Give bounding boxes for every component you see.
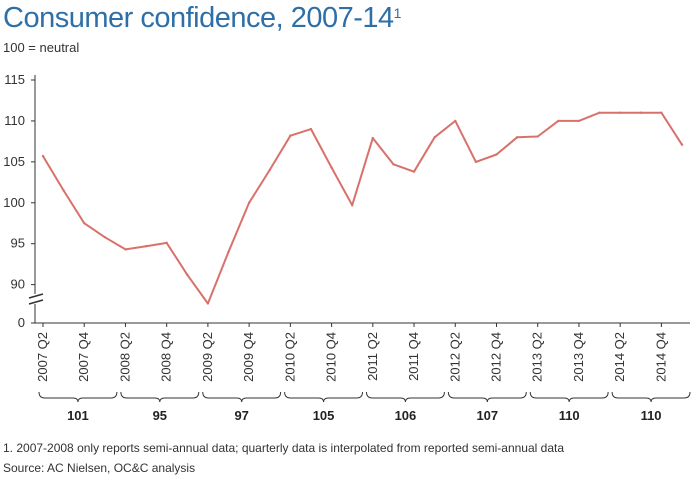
x-tick-label: 2007 Q2 <box>35 332 50 382</box>
data-point <box>495 153 498 156</box>
year-brace-2014 <box>611 391 691 403</box>
data-point <box>62 189 65 192</box>
x-tick-label: 2013 Q4 <box>571 332 586 382</box>
series-line <box>42 111 683 305</box>
x-tick-label: 2007 Q4 <box>76 332 91 382</box>
annual-value-2014: 110 <box>641 408 662 423</box>
y-tick-label: 110 <box>4 113 25 128</box>
axis-break-mark <box>28 293 44 299</box>
annual-value-2008: 95 <box>153 408 167 423</box>
data-point <box>680 143 684 146</box>
data-point <box>330 166 333 169</box>
data-point <box>536 135 539 138</box>
annual-value-2007: 101 <box>67 408 89 423</box>
annual-value-2012: 107 <box>476 408 498 423</box>
data-point <box>268 168 271 172</box>
y-tick-label: 0 <box>18 315 25 330</box>
data-point <box>186 273 189 277</box>
x-tick-label: 2012 Q2 <box>447 332 462 382</box>
data-point <box>206 302 210 305</box>
x-tick-label: 2011 Q2 <box>365 332 380 381</box>
data-point <box>433 136 436 139</box>
annual-value-2010: 105 <box>313 408 335 423</box>
data-point <box>639 111 642 114</box>
x-tick-label: 2010 Q4 <box>324 332 339 382</box>
data-point <box>103 235 107 239</box>
data-point <box>124 248 127 251</box>
year-brace-2010 <box>284 391 363 403</box>
x-tick-label: 2011 Q4 <box>406 332 421 381</box>
axis-break-mark <box>28 299 44 305</box>
year-brace-2011 <box>366 391 445 403</box>
year-brace-2008 <box>120 391 200 403</box>
data-point <box>392 163 395 166</box>
year-brace-2009 <box>202 391 282 403</box>
data-point <box>289 134 292 137</box>
x-tick-label: 2013 Q2 <box>530 332 545 382</box>
y-tick-label: 115 <box>4 72 25 87</box>
data-point <box>474 160 478 164</box>
x-tick-label: 2012 Q4 <box>488 332 503 382</box>
data-point <box>309 127 313 131</box>
footnote: 1. 2007-2008 only reports semi-annual da… <box>3 441 564 455</box>
y-tick-label: 105 <box>3 154 25 169</box>
data-point <box>557 119 560 123</box>
data-point <box>144 244 148 248</box>
annual-value-2011: 106 <box>395 408 417 423</box>
y-tick-label: 95 <box>11 236 25 251</box>
line-chart: 0 90 95 100 105 110 115 2007 Q2 2007 Q4 2008 Q2 20… <box>3 72 691 423</box>
data-point <box>165 241 168 245</box>
title-footnote-marker: 1 <box>393 5 402 21</box>
data-point <box>454 119 457 123</box>
data-point <box>371 136 375 140</box>
x-tick-label: 2008 Q2 <box>117 332 132 382</box>
x-tick-label: 2009 Q2 <box>200 332 215 382</box>
data-point <box>660 111 663 114</box>
year-brace-2012 <box>447 391 527 403</box>
x-tick-label: 2014 Q2 <box>612 332 627 382</box>
annual-value-2013: 110 <box>559 408 580 423</box>
x-tick-label: 2014 Q4 <box>653 332 668 382</box>
data-point <box>598 111 601 114</box>
data-point <box>515 136 519 139</box>
chart-title-text: Consumer confidence, 2007-14 <box>3 2 394 34</box>
x-tick-label: 2009 Q4 <box>241 332 256 382</box>
data-point <box>247 201 251 204</box>
annual-value-2009: 97 <box>234 408 248 423</box>
data-point <box>41 154 45 158</box>
chart-subtitle: 100 = neutral <box>3 40 80 55</box>
data-point <box>412 170 416 173</box>
y-tick-label: 90 <box>11 277 25 292</box>
data-point <box>577 119 581 123</box>
data-point <box>350 204 354 207</box>
source-note: Source: AC Nielsen, OC&C analysis <box>3 461 196 475</box>
chart-title: Consumer confidence, 2007-141 <box>3 2 401 35</box>
data-point <box>83 222 86 225</box>
x-tick-label: 2008 Q4 <box>159 332 174 382</box>
data-point <box>618 111 622 114</box>
year-brace-2007 <box>38 391 118 403</box>
y-tick-label: 100 <box>3 195 25 210</box>
year-brace-2013 <box>529 391 609 403</box>
x-tick-label: 2010 Q2 <box>282 332 297 382</box>
data-point <box>227 250 230 254</box>
